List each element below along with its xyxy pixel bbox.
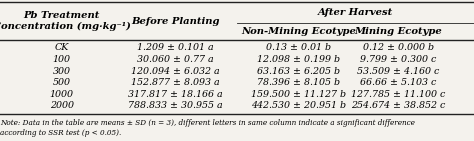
Text: Before Planting: Before Planting (131, 17, 219, 26)
Text: After Harvest: After Harvest (318, 8, 393, 17)
Text: 152.877 ± 8.093 a: 152.877 ± 8.093 a (131, 78, 219, 87)
Text: 0.12 ± 0.000 b: 0.12 ± 0.000 b (363, 43, 434, 52)
Text: 317.817 ± 18.166 a: 317.817 ± 18.166 a (128, 90, 223, 99)
Text: 0.13 ± 0.01 b: 0.13 ± 0.01 b (266, 43, 331, 52)
Text: 78.396 ± 8.105 b: 78.396 ± 8.105 b (257, 78, 340, 87)
Text: 66.66 ± 5.103 c: 66.66 ± 5.103 c (360, 78, 437, 87)
Text: CK: CK (55, 43, 69, 52)
Text: 127.785 ± 11.100 c: 127.785 ± 11.100 c (351, 90, 446, 99)
Text: according to SSR test (p < 0.05).: according to SSR test (p < 0.05). (0, 129, 121, 137)
Text: Note: Data in the table are means ± SD (n = 3), different letters in same column: Note: Data in the table are means ± SD (… (0, 119, 415, 127)
Text: 12.098 ± 0.199 b: 12.098 ± 0.199 b (257, 55, 340, 64)
Text: 788.833 ± 30.955 a: 788.833 ± 30.955 a (128, 101, 223, 110)
Text: Non-Mining Ecotype: Non-Mining Ecotype (241, 27, 356, 36)
Text: 1.209 ± 0.101 a: 1.209 ± 0.101 a (137, 43, 214, 52)
Text: 30.060 ± 0.77 a: 30.060 ± 0.77 a (137, 55, 214, 64)
Text: 159.500 ± 11.127 b: 159.500 ± 11.127 b (251, 90, 346, 99)
Text: 500: 500 (53, 78, 71, 87)
Text: 1000: 1000 (50, 90, 73, 99)
Text: Mining Ecotype: Mining Ecotype (354, 27, 442, 36)
Text: 9.799 ± 0.300 c: 9.799 ± 0.300 c (360, 55, 437, 64)
Text: 254.674 ± 38.852 c: 254.674 ± 38.852 c (351, 101, 446, 110)
Text: 300: 300 (53, 67, 71, 76)
Text: Pb Treatment
Concentration (mg·kg⁻¹): Pb Treatment Concentration (mg·kg⁻¹) (0, 11, 130, 31)
Text: 53.509 ± 4.160 c: 53.509 ± 4.160 c (357, 67, 439, 76)
Text: 120.094 ± 6.032 a: 120.094 ± 6.032 a (131, 67, 219, 76)
Text: 2000: 2000 (50, 101, 73, 110)
Text: 100: 100 (53, 55, 71, 64)
Text: 442.530 ± 20.951 b: 442.530 ± 20.951 b (251, 101, 346, 110)
Text: 63.163 ± 6.205 b: 63.163 ± 6.205 b (257, 67, 340, 76)
